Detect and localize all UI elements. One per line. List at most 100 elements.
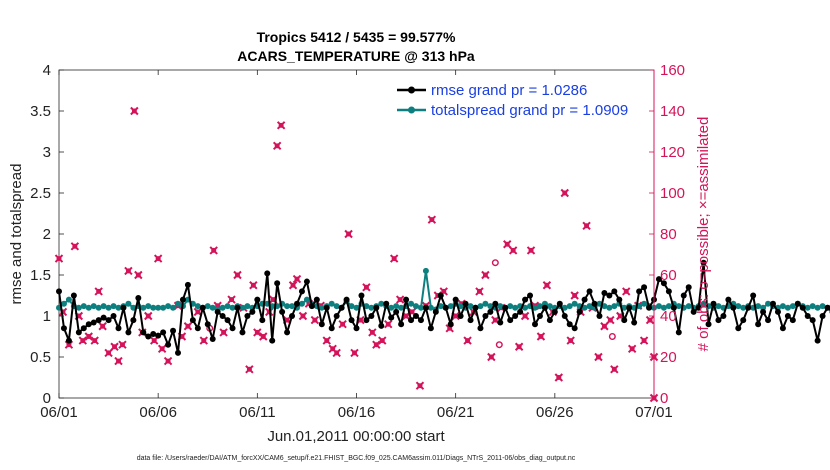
obs-possible-mark <box>229 297 235 303</box>
rmse-point <box>517 308 524 315</box>
obs-possible-mark <box>379 338 385 344</box>
rmse-point <box>735 325 742 332</box>
totalspread-point <box>809 303 816 310</box>
rmse-point <box>586 288 593 295</box>
rmse-point <box>90 319 97 326</box>
obs-possible-mark <box>352 350 358 356</box>
obs-count-point <box>310 315 320 325</box>
obs-count-point <box>481 270 490 280</box>
obs-possible-mark <box>641 338 647 344</box>
y-left-tick-label: 3.5 <box>30 103 51 120</box>
totalspread-point <box>621 304 628 311</box>
rmse-point <box>725 296 732 303</box>
totalspread-point <box>700 300 707 307</box>
rmse-point <box>328 325 335 332</box>
rmse-point <box>130 317 137 324</box>
rmse-point <box>705 321 712 328</box>
totalspread-point <box>318 304 325 311</box>
rmse-point <box>224 317 231 324</box>
totalspread-point <box>611 303 618 310</box>
rmse-point <box>165 341 172 348</box>
obs-possible-mark <box>179 334 185 339</box>
rmse-point <box>720 313 727 319</box>
rmse-point <box>269 337 276 344</box>
obs-count-point <box>389 254 399 263</box>
rmse-point <box>730 304 737 311</box>
rmse-point <box>799 304 806 311</box>
rmse-point <box>591 300 598 307</box>
obs-count-point <box>566 336 575 345</box>
obs-count-point <box>487 352 496 362</box>
totalspread-point <box>422 267 429 274</box>
rmse-point <box>695 304 702 311</box>
obs-count-point <box>134 270 143 280</box>
totalspread-point <box>685 303 692 310</box>
obs-possible-mark <box>290 282 296 288</box>
rmse-point <box>765 317 772 324</box>
obs-count-point <box>163 356 173 366</box>
obs-possible-mark <box>385 321 391 327</box>
x-tick-label: 06/06 <box>139 404 177 421</box>
obs-possible-mark <box>346 231 352 237</box>
obs-count-point <box>526 246 536 255</box>
rmse-point <box>655 276 662 283</box>
obs-possible-mark <box>131 108 137 114</box>
obs-possible-mark <box>119 342 125 348</box>
obs-count-point <box>153 254 163 263</box>
obs-possible-mark <box>284 317 290 323</box>
obs-possible-mark <box>568 338 574 344</box>
obs-possible-mark <box>617 313 623 319</box>
obs-count-point <box>118 340 127 349</box>
rmse-point <box>234 304 241 311</box>
rmse-point <box>403 296 410 303</box>
rmse-point <box>576 308 583 315</box>
obs-count-point <box>183 322 193 331</box>
totalspread-point <box>482 300 489 307</box>
rmse-point <box>601 290 608 297</box>
obs-possible-mark <box>492 317 498 323</box>
obs-count-point <box>104 348 113 358</box>
totalspread-point <box>298 300 305 307</box>
rmse-point <box>665 288 672 295</box>
obs-count-point <box>594 352 603 362</box>
rmse-point <box>209 335 216 342</box>
rmse-point <box>199 304 206 311</box>
rmse-point <box>462 300 469 307</box>
rmse-point <box>779 325 786 332</box>
obs-possible-mark <box>56 256 62 262</box>
totalspread-point <box>641 300 648 307</box>
obs-count-point <box>570 291 579 300</box>
obs-possible-mark <box>135 272 141 278</box>
obs-possible-mark <box>510 247 516 253</box>
rmse-point <box>323 304 330 311</box>
obs-count-point <box>439 287 448 296</box>
totalspread-point <box>760 304 767 311</box>
obs-count-point <box>560 188 569 198</box>
obs-possible-mark <box>66 342 72 348</box>
obs-count-point <box>130 106 139 116</box>
totalspread-point <box>80 303 87 310</box>
rmse-point <box>641 284 648 291</box>
rmse-point <box>318 321 325 328</box>
obs-possible-mark <box>562 190 568 196</box>
rmse-point <box>631 319 638 326</box>
legend-rmse-marker <box>408 86 415 94</box>
totalspread-point <box>115 304 122 311</box>
rmse-point <box>348 317 355 324</box>
obs-count-point <box>249 281 258 290</box>
obs-count-point <box>253 328 262 337</box>
rmse-point <box>819 313 826 319</box>
rmse-point <box>532 321 538 328</box>
obs-count-point <box>378 336 387 345</box>
totalspread-point <box>303 296 310 303</box>
obs-count-point <box>54 254 64 263</box>
obs-possible-mark <box>185 323 191 329</box>
obs-count-point <box>227 295 236 304</box>
obs-possible-mark <box>340 321 346 327</box>
totalspread-point <box>497 303 504 310</box>
rmse-point <box>447 321 454 328</box>
obs-possible-mark <box>125 268 131 274</box>
rmse-point <box>378 322 385 329</box>
obs-possible-mark <box>112 344 118 350</box>
x-tick-label: 06/11 <box>239 404 275 421</box>
